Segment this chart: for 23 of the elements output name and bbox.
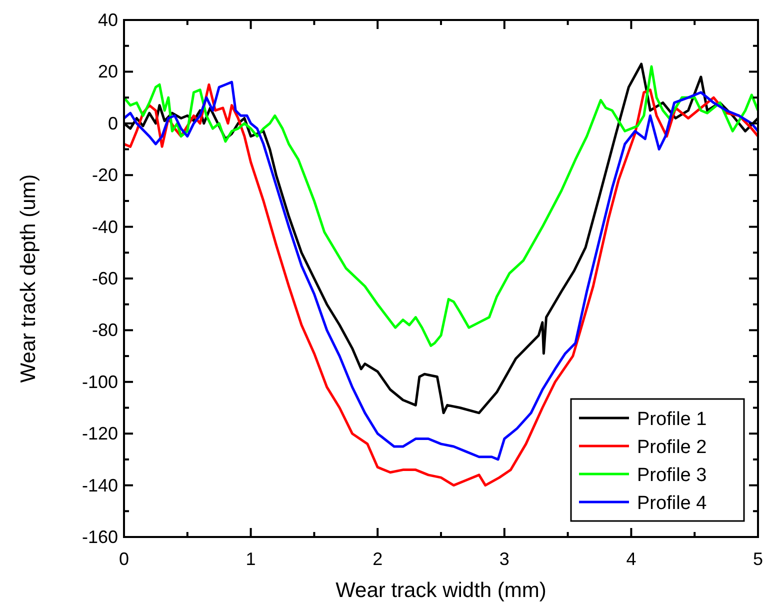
legend-label: Profile 2	[637, 437, 707, 458]
y-tick-label: -140	[82, 475, 118, 496]
y-tick-label: -80	[92, 320, 118, 340]
y-tick-label: -100	[82, 372, 118, 392]
x-tick-label: 1	[246, 549, 256, 569]
y-tick-label: 40	[98, 10, 118, 30]
y-tick-label: 0	[108, 113, 118, 134]
x-tick-label: 4	[626, 549, 636, 569]
y-tick-label: -60	[92, 268, 118, 288]
x-tick-label: 3	[499, 549, 510, 569]
legend-label: Profile 3	[637, 465, 707, 486]
x-axis-title: Wear track width (mm)	[336, 579, 546, 602]
y-tick-label: -20	[92, 165, 118, 186]
y-tick-label: -40	[92, 216, 118, 237]
legend-label: Profile 4	[637, 493, 708, 514]
legend-label: Profile 1	[637, 409, 707, 430]
y-axis-title: Wear track depth (um)	[17, 174, 40, 383]
line-series	[122, 65, 760, 347]
x-tick-label: 2	[372, 549, 383, 569]
y-tick-label: 20	[98, 62, 118, 82]
y-tick-label: -160	[82, 527, 118, 547]
y-tick-label: -120	[82, 424, 118, 444]
x-tick-label: 5	[752, 549, 764, 569]
